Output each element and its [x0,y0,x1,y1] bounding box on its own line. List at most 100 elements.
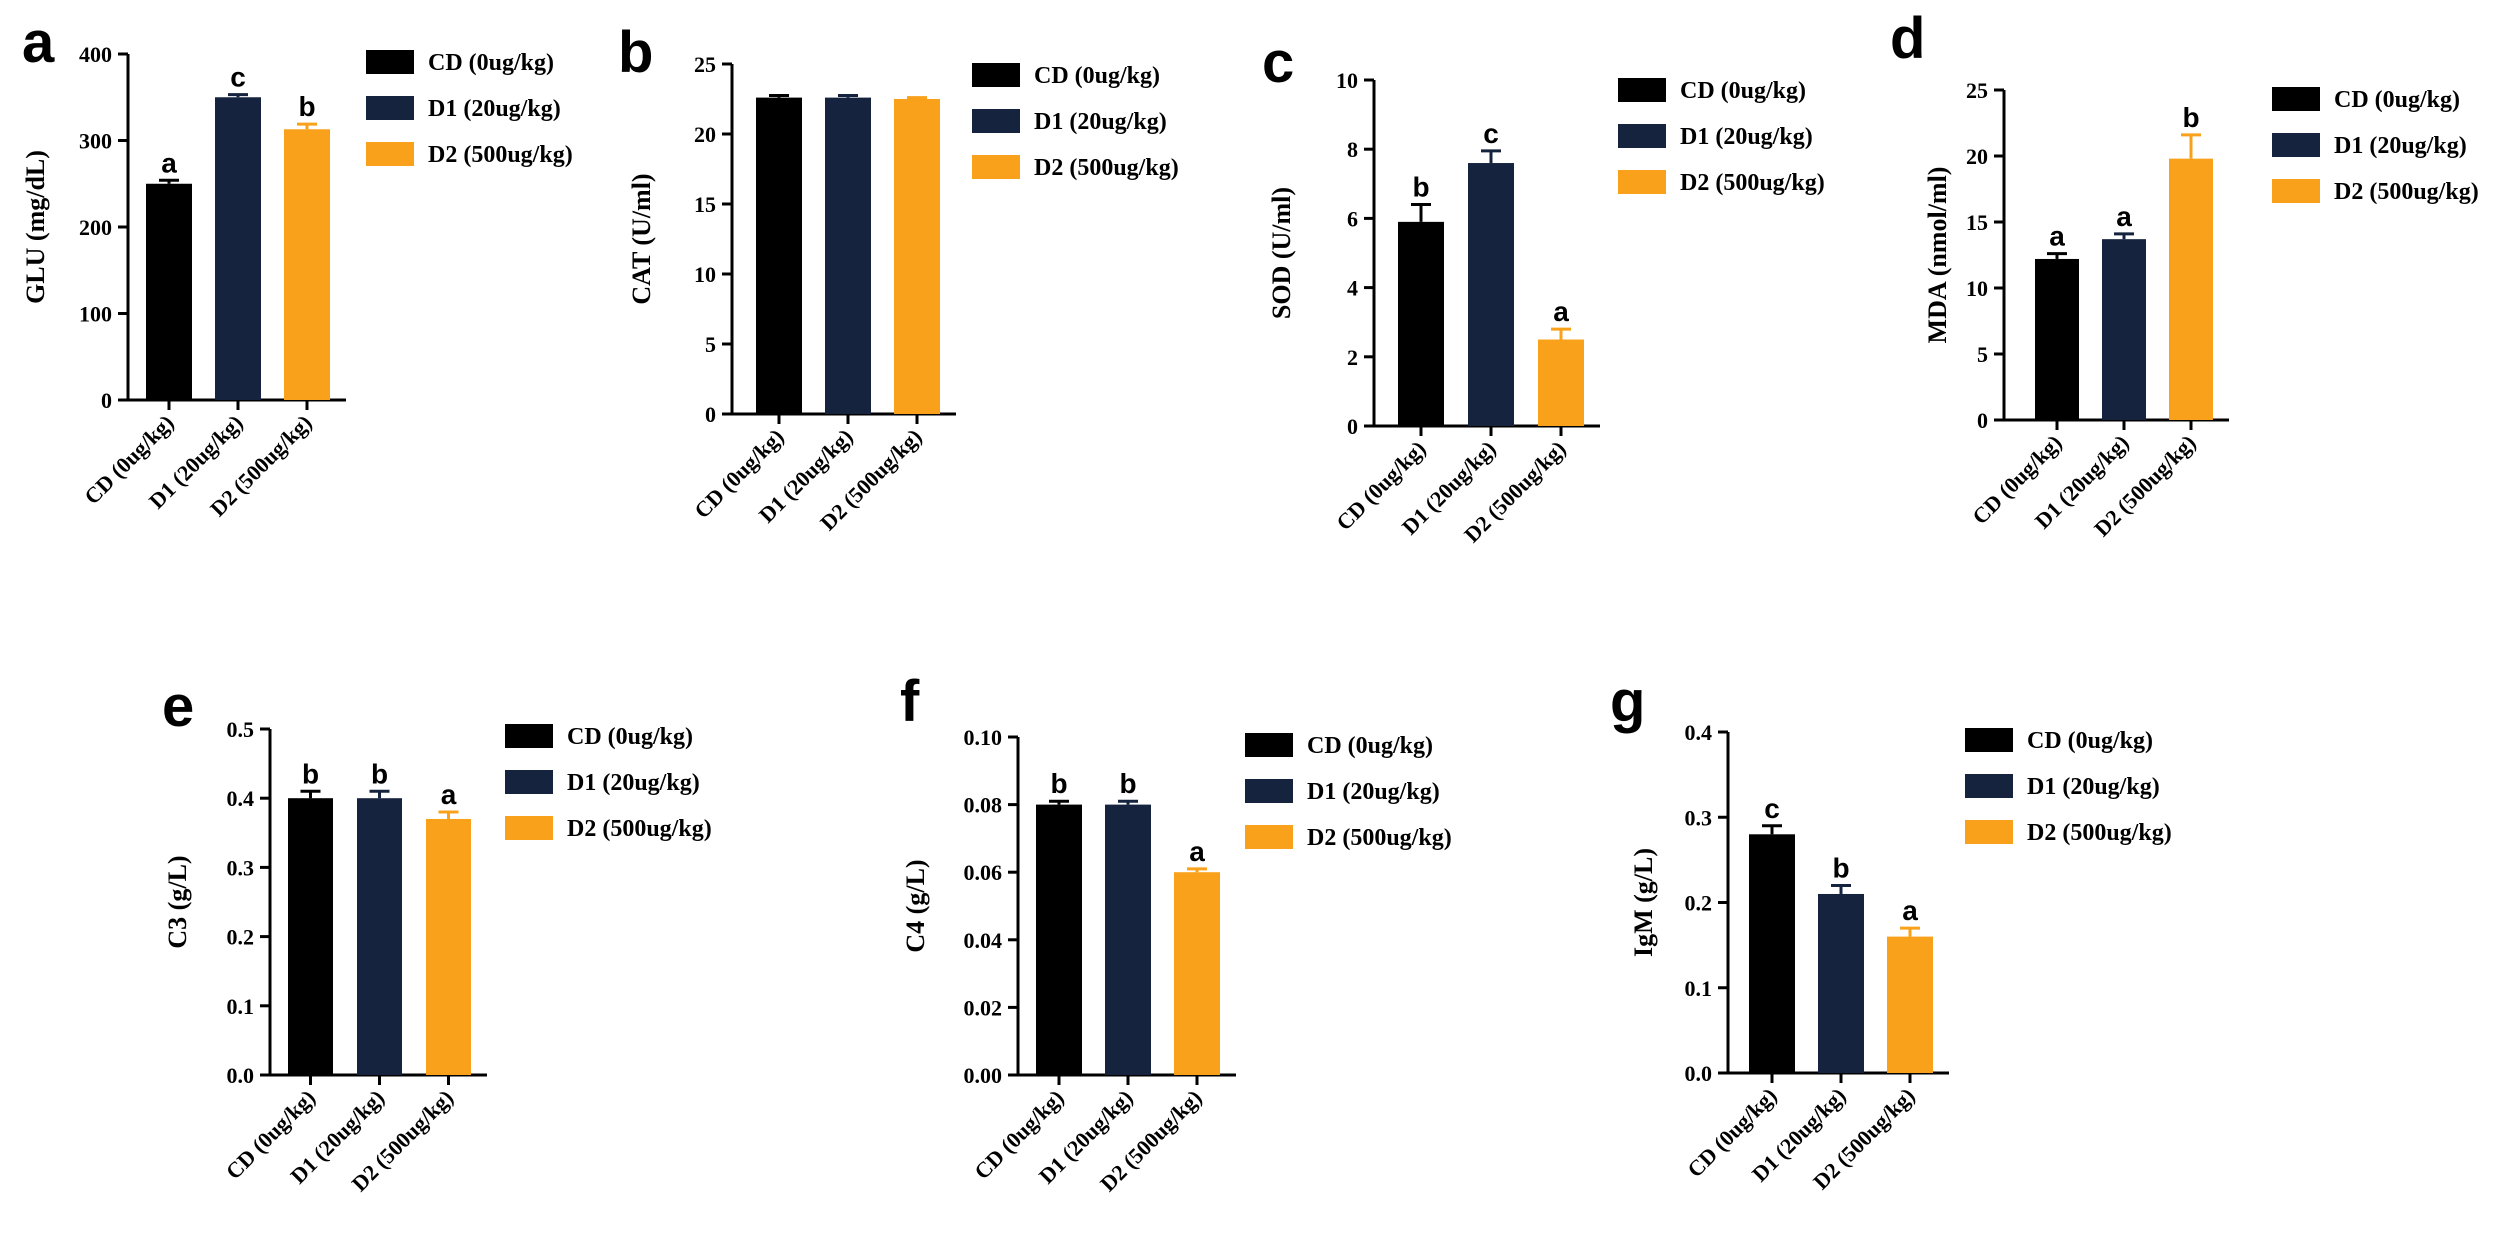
panel-label: e [162,674,194,739]
y-tick-label: 0 [1347,414,1358,439]
panel-label: f [900,669,920,734]
panel-b: b 0 5 10 15 20 25 CAT (U/ml) CD (0ug/kg) D1 (20ug… [618,20,1179,535]
legend-swatch [1245,733,1293,757]
bar-2 [1818,893,1864,1073]
significance-letter: b [1832,852,1849,883]
bar-3 [1174,872,1220,1075]
bar-3 [284,129,330,400]
y-tick-label: 0 [705,402,716,427]
y-tick-label: 400 [79,42,112,67]
y-tick-label: 0.1 [1685,976,1713,1001]
bar-1 [756,97,802,414]
y-tick-label: 0.2 [227,925,255,950]
significance-letter: a [1189,836,1205,867]
significance-letter: b [1050,768,1067,799]
panel-label: g [1610,669,1645,734]
y-tick-label: 4 [1347,276,1358,301]
bar-1 [1036,804,1082,1075]
y-tick-label: 300 [79,129,112,154]
y-tick-label: 0.10 [964,725,1003,750]
legend-swatch [2272,133,2320,157]
y-tick-label: 0.02 [964,995,1003,1020]
y-tick-label: 15 [694,192,716,217]
legend-label: D2 (500ug/kg) [1680,170,1825,196]
legend-label: D1 (20ug/kg) [2027,774,2160,800]
y-tick-label: 0.3 [227,855,255,880]
y-tick-label: 100 [79,302,112,327]
panel-e: e 0.0 0.1 0.2 0.3 0.4 0.5 C3 (g/L) b CD (0ug/kg) b… [162,674,712,1196]
y-axis-title: C4 (g/L) [901,859,930,952]
legend-label: D1 (20ug/kg) [567,770,700,796]
bar-1 [146,183,192,400]
legend-swatch [366,96,414,120]
legend-swatch [2272,179,2320,203]
y-tick-label: 0.4 [227,786,255,811]
y-tick-label: 8 [1347,137,1358,162]
legend-swatch [972,109,1020,133]
legend-swatch [1245,825,1293,849]
legend-label: D1 (20ug/kg) [1680,124,1813,150]
legend-label: D2 (500ug/kg) [428,142,573,168]
significance-letter: b [371,758,388,789]
significance-letter: c [1764,793,1780,824]
bar-2 [215,97,261,400]
y-tick-label: 0.04 [964,928,1003,953]
bar-3 [894,99,940,414]
legend-swatch [505,816,553,840]
y-tick-label: 0.4 [1685,720,1713,745]
legend-label: CD (0ug/kg) [2334,87,2460,113]
legend-label: CD (0ug/kg) [2027,728,2153,754]
legend-label: D1 (20ug/kg) [2334,133,2467,159]
legend-swatch [505,724,553,748]
legend-label: D2 (500ug/kg) [567,816,712,842]
legend-swatch [505,770,553,794]
significance-letter: b [1119,768,1136,799]
significance-letter: a [2116,201,2132,232]
significance-letter: a [2049,221,2065,252]
y-tick-label: 5 [705,332,716,357]
y-tick-label: 0.0 [1685,1061,1713,1086]
legend-label: D1 (20ug/kg) [428,96,561,122]
significance-letter: a [1553,296,1569,327]
bar-2 [825,97,871,414]
legend-label: D2 (500ug/kg) [2334,179,2479,205]
bar-2 [1105,804,1151,1075]
bar-3 [1887,936,1933,1073]
y-tick-label: 20 [1966,144,1988,169]
y-tick-label: 0.3 [1685,805,1713,830]
y-tick-label: 15 [1966,210,1988,235]
y-tick-label: 25 [1966,78,1988,103]
legend-label: D2 (500ug/kg) [1034,155,1179,181]
bar-1 [2035,258,2079,420]
legend-label: CD (0ug/kg) [1680,78,1806,104]
legend-label: CD (0ug/kg) [1034,63,1160,89]
panel-label: b [618,20,653,85]
y-tick-label: 2 [1347,345,1358,370]
bar-1 [288,798,333,1075]
legend-label: CD (0ug/kg) [428,50,554,76]
legend-swatch [1618,124,1666,148]
panel-d: d 0 5 10 15 20 25 MDA (nmol/ml) a CD (0ug/kg) a D1 … [1890,6,2479,541]
legend-swatch [1965,728,2013,752]
panel-label: a [22,10,55,75]
significance-letter: a [441,779,457,810]
legend-swatch [366,50,414,74]
y-tick-label: 20 [694,122,716,147]
y-tick-label: 5 [1977,342,1988,367]
y-tick-label: 0.06 [964,860,1003,885]
bar-3 [1538,339,1584,426]
y-axis-title: C3 (g/L) [163,855,192,948]
legend-swatch [1618,170,1666,194]
y-tick-label: 10 [694,262,716,287]
legend-swatch [1965,774,2013,798]
legend-label: D1 (20ug/kg) [1307,779,1440,805]
panel-c: c 0 2 4 6 8 10 SOD (U/ml) b CD (0ug/kg) c D1 (20ug/… [1262,30,1825,547]
significance-letter: b [1412,172,1429,203]
legend-label: D2 (500ug/kg) [1307,825,1452,851]
significance-letter: b [302,758,319,789]
panel-a: a 0 100 200 300 400 GLU (mg/dL) a CD (0ug/kg) c D1… [21,10,573,521]
y-axis-title: GLU (mg/dL) [21,150,50,304]
y-tick-label: 0 [101,388,112,413]
legend-swatch [972,155,1020,179]
